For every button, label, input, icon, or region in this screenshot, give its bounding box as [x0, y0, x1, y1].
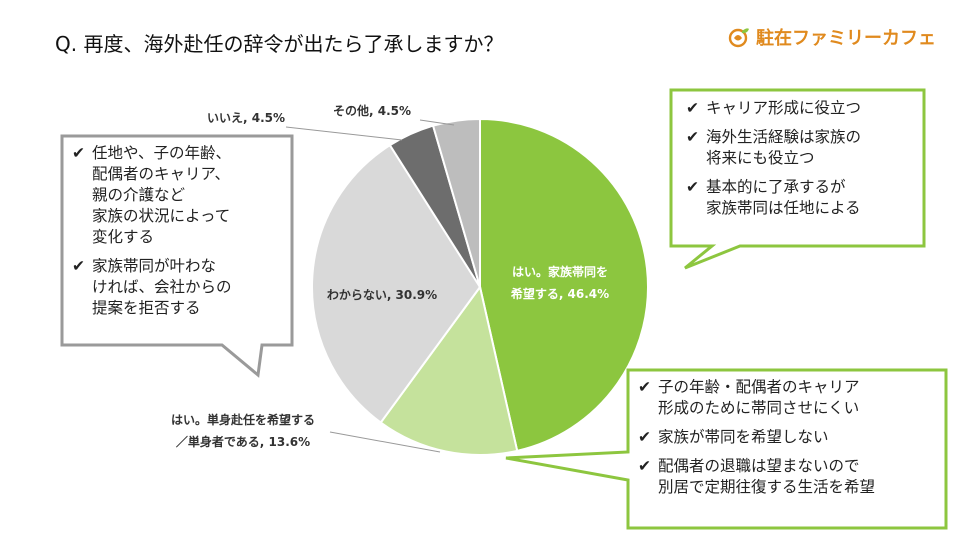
pie-slice-label: 希望する, 46.4% [510, 286, 609, 301]
callout-right-top-frame [669, 88, 926, 270]
pie-slice-label: わからない, 30.9% [327, 288, 437, 302]
pie-slice-label: はい。家族帯同を [512, 264, 608, 279]
callout-frames [60, 88, 948, 530]
leader-line [419, 119, 455, 126]
check-icon: ✔ [72, 144, 85, 162]
callout-right-top-item: ✔ 基本的に了承するが 家族帯同は任地による [686, 178, 861, 217]
callout-left: ✔ 任地や、子の年齢、 配偶者のキャリア、 親の介護など 家族の状況によって 変化… [72, 143, 282, 319]
callout-right-bottom-item: ✔ 家族が帯同を希望しない [638, 428, 829, 446]
callout-right-bottom: ✔ 子の年齢・配偶者のキャリア 形成のために帯同させにくい ✔ 家族が帯同を希望しな… [638, 377, 936, 498]
check-icon: ✔ [686, 178, 699, 196]
pie-slice-label: いいえ, 4.5% [207, 111, 285, 125]
callout-left-item: ✔ 任地や、子の年齢、 配偶者のキャリア、 親の介護など 家族の状況によって 変化… [72, 144, 232, 246]
label-leader-lines [285, 119, 455, 453]
check-icon: ✔ [72, 257, 85, 275]
pie-slices [311, 117, 649, 456]
callout-right-bottom-frame [505, 368, 948, 530]
pie-slice [311, 143, 482, 424]
callout-right-bottom-item: ✔ 子の年齢・配偶者のキャリア 形成のために帯同させにくい [638, 378, 860, 417]
brand-name: 駐在ファミリーカフェ [756, 28, 936, 49]
callout-right-top-item: ✔ 海外生活経験は家族の 将来にも役立つ [686, 128, 862, 167]
globe-leaf-icon [728, 28, 749, 48]
leader-line [329, 431, 441, 453]
leader-line [285, 126, 403, 141]
brand-logo: 駐在ファミリーカフェ [728, 24, 936, 50]
check-icon: ✔ [686, 99, 699, 117]
pie-slice [431, 117, 481, 288]
callout-left-item: ✔ 家族帯同が叶わな ければ、会社からの 提案を拒否する [72, 257, 232, 317]
callout-right-bottom-item: ✔ 配偶者の退職は望まないので 別居で定期往復する生活を希望 [638, 457, 876, 496]
pie-slice-label: はい。単身赴任を希望する [171, 412, 315, 427]
check-icon: ✔ [686, 128, 699, 146]
check-icon: ✔ [638, 428, 651, 446]
pie-slice-label: その他, 4.5% [333, 103, 411, 118]
pie-slice-label: ／単身者である, 13.6% [176, 434, 310, 449]
pie-slice [479, 117, 649, 453]
callout-right-top: ✔ キャリア形成に役立つ ✔ 海外生活経験は家族の 将来にも役立つ ✔ 基本的に了承す… [686, 98, 916, 219]
check-icon: ✔ [638, 378, 651, 396]
question-title: Q. 再度、海外赴任の辞令が出たら了承しますか？ [55, 32, 504, 56]
pie-slice [379, 284, 519, 456]
callout-left-frame [60, 134, 294, 378]
check-icon: ✔ [638, 457, 651, 475]
callout-right-top-item: ✔ キャリア形成に役立つ [686, 99, 862, 117]
